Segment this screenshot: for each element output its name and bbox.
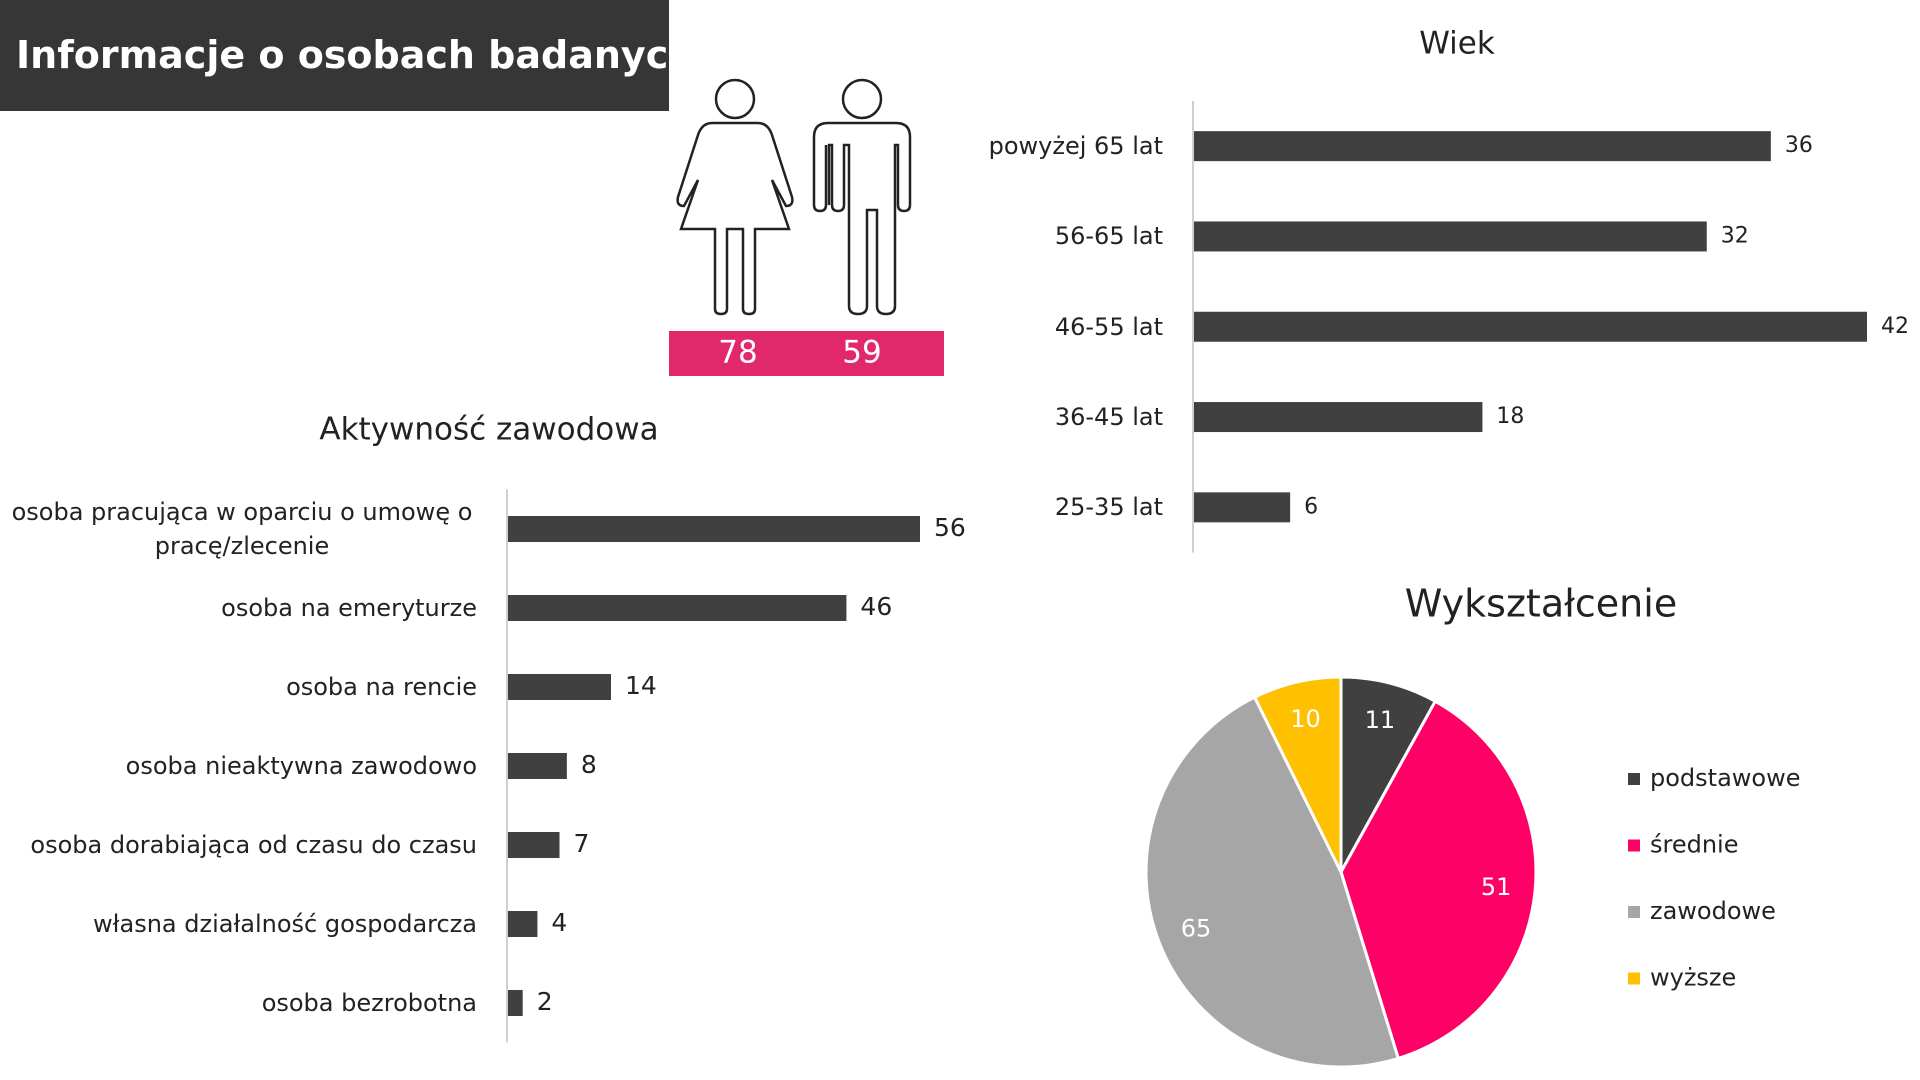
bar [1194, 492, 1291, 523]
bar [508, 516, 920, 542]
value-label: 8 [581, 750, 597, 779]
legend-swatch [1628, 773, 1640, 785]
value-label: 2 [537, 987, 553, 1016]
pie-slice [1144, 695, 1401, 1069]
legend-label: średnie [1650, 831, 1739, 859]
category-label: osoba pracująca w oparciu o umowę o prac… [11, 498, 473, 560]
category-label: osoba nieaktywna zawodowo [125, 752, 477, 780]
legend-label: zawodowe [1650, 897, 1776, 925]
male-figure [827, 121, 912, 316]
value-label: 14 [625, 671, 657, 700]
value-label: 46 [860, 592, 892, 621]
value-label: 42 [1881, 314, 1909, 339]
bar [1194, 131, 1771, 162]
bar [1194, 311, 1867, 342]
slice-label: 51 [1481, 873, 1512, 901]
category-label: 46-55 lat [1054, 312, 1163, 341]
bar [508, 595, 847, 621]
page-title: Informacje o osobach badanych [0, 0, 695, 111]
pie-slice [1252, 675, 1343, 873]
female-count: 78 [718, 335, 757, 371]
value-label: 6 [1304, 494, 1318, 519]
male-arm [812, 121, 829, 213]
category-label: osoba bezrobotna [261, 989, 477, 1017]
slice-label: 10 [1290, 705, 1321, 733]
category-label: osoba na rencie [286, 673, 477, 701]
legend-label: podstawowe [1650, 764, 1800, 792]
male-head [841, 78, 883, 120]
gender-strip [669, 331, 944, 376]
bar [508, 753, 567, 779]
female-figure [676, 121, 794, 316]
legend-label: wyższe [1650, 964, 1736, 992]
bar [1194, 402, 1483, 433]
category-label: 56-65 lat [1054, 222, 1163, 251]
value-label: 36 [1785, 133, 1813, 158]
chart-title: Aktywność zawodowa [319, 412, 658, 448]
bar [508, 911, 538, 937]
category-label: 36-45 lat [1054, 403, 1163, 432]
value-label: 56 [934, 513, 966, 542]
slice-label: 11 [1365, 706, 1396, 734]
chart-title: Wiek [1419, 26, 1495, 62]
male-count: 59 [842, 335, 881, 371]
legend-swatch [1628, 906, 1640, 918]
value-label: 18 [1496, 404, 1524, 429]
pie-slice [1339, 699, 1538, 1061]
category-label: 25-35 lat [1054, 493, 1163, 522]
value-label: 4 [551, 908, 567, 937]
legend-swatch [1628, 839, 1640, 852]
female-head [714, 78, 756, 120]
bar [508, 990, 523, 1016]
category-label: osoba na emeryturze [221, 594, 477, 622]
gender-icons [676, 78, 912, 316]
bar [508, 832, 560, 858]
bar [508, 674, 611, 700]
pie-slice [1339, 675, 1438, 873]
slice-label: 65 [1181, 915, 1212, 943]
category-label: powyżej 65 lat [988, 132, 1163, 161]
value-label: 32 [1721, 223, 1749, 248]
value-label: 7 [574, 829, 590, 858]
category-label: osoba dorabiająca od czasu do czasu [30, 831, 477, 859]
chart-title: Wykształcenie [1405, 582, 1677, 626]
legend-swatch [1628, 972, 1640, 985]
bar [1194, 221, 1707, 252]
category-label: własna działalność gospodarcza [93, 910, 477, 938]
